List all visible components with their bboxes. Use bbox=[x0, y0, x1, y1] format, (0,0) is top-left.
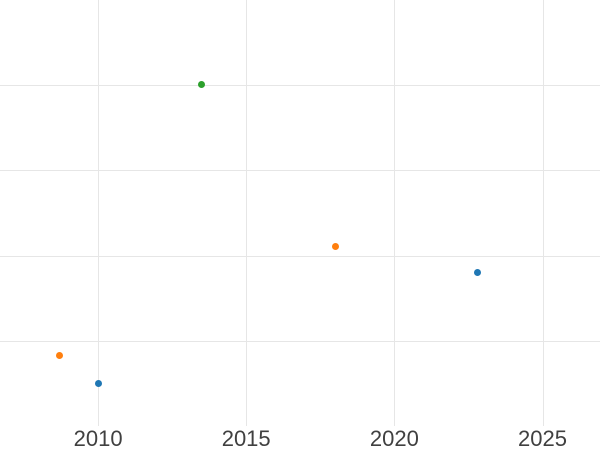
gridline-horizontal bbox=[0, 341, 600, 343]
data-point-orange bbox=[331, 242, 339, 250]
gridline-vertical bbox=[542, 0, 544, 426]
x-tick-label: 2020 bbox=[369, 426, 419, 451]
x-tick-label: 2015 bbox=[221, 426, 271, 451]
x-tick-label: 2010 bbox=[73, 426, 123, 451]
x-tick-label: 2025 bbox=[518, 426, 567, 451]
gridline-vertical bbox=[98, 0, 100, 426]
data-point-green bbox=[198, 81, 206, 89]
plot-area bbox=[0, 0, 600, 426]
data-point-blue bbox=[94, 379, 102, 387]
gridline-horizontal bbox=[0, 255, 600, 257]
gridline-horizontal bbox=[0, 84, 600, 86]
gridline-vertical bbox=[246, 0, 248, 426]
data-point-orange bbox=[56, 351, 64, 359]
x-axis: 2010 2015 2020 2025 bbox=[0, 428, 600, 450]
data-point-blue bbox=[473, 268, 481, 276]
gridline-horizontal bbox=[0, 170, 600, 172]
gridline-vertical bbox=[394, 0, 396, 426]
